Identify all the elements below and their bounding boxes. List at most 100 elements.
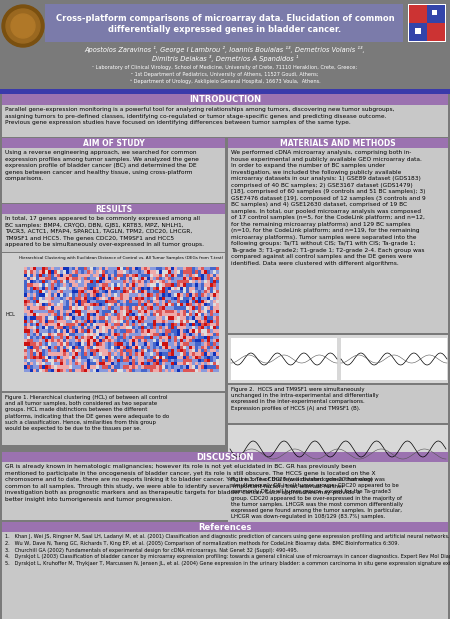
Bar	[57, 303, 60, 306]
Bar	[72, 362, 75, 365]
Bar	[63, 297, 66, 300]
Bar	[171, 313, 174, 316]
Bar	[75, 365, 78, 369]
Bar	[156, 322, 159, 326]
Bar	[123, 336, 126, 339]
Bar	[126, 355, 129, 359]
Bar	[108, 267, 111, 271]
Bar	[93, 326, 96, 329]
Bar	[57, 319, 60, 322]
Bar	[51, 306, 54, 310]
Bar	[81, 284, 84, 287]
Bar	[27, 349, 30, 352]
Bar	[45, 274, 48, 277]
Bar	[102, 342, 105, 346]
Bar	[189, 313, 192, 316]
Bar	[54, 293, 57, 297]
Bar	[129, 284, 132, 287]
Bar	[114, 280, 117, 284]
Bar	[111, 355, 114, 359]
Bar	[210, 339, 213, 342]
Bar	[63, 355, 66, 359]
Bar	[132, 300, 135, 303]
Bar	[123, 284, 126, 287]
Bar	[171, 284, 174, 287]
Bar	[96, 319, 99, 322]
Bar	[189, 267, 192, 271]
Bar	[99, 277, 102, 280]
Bar	[120, 303, 123, 306]
Bar	[186, 297, 189, 300]
Bar	[117, 349, 120, 352]
Bar	[132, 346, 135, 349]
Bar	[183, 349, 186, 352]
Bar	[150, 300, 153, 303]
Bar	[72, 342, 75, 346]
Bar	[195, 297, 198, 300]
Bar	[216, 284, 219, 287]
Bar	[195, 365, 198, 369]
Bar	[27, 365, 30, 369]
Bar	[45, 306, 48, 310]
Bar	[180, 284, 183, 287]
Bar	[66, 287, 69, 290]
Bar	[132, 284, 135, 287]
Bar	[135, 313, 138, 316]
Bar	[138, 316, 141, 319]
Bar	[114, 293, 117, 297]
Bar	[24, 267, 219, 372]
Bar	[192, 349, 195, 352]
Bar	[72, 274, 75, 277]
Bar	[159, 365, 162, 369]
Bar	[117, 284, 120, 287]
Bar	[63, 359, 66, 362]
Bar	[147, 322, 150, 326]
Bar	[39, 306, 42, 310]
Bar	[60, 277, 63, 280]
Bar	[39, 303, 42, 306]
Bar	[135, 284, 138, 287]
Bar	[45, 319, 48, 322]
Bar	[183, 355, 186, 359]
Bar	[114, 316, 117, 319]
Bar	[90, 297, 93, 300]
Bar	[135, 297, 138, 300]
Bar	[123, 329, 126, 332]
Bar	[75, 284, 78, 287]
Bar	[60, 306, 63, 310]
Bar	[72, 306, 75, 310]
Bar	[99, 332, 102, 336]
Bar	[48, 326, 51, 329]
Bar	[99, 359, 102, 362]
Bar	[54, 277, 57, 280]
Bar	[210, 274, 213, 277]
Bar	[51, 310, 54, 313]
Bar	[198, 290, 201, 293]
Bar	[93, 365, 96, 369]
Bar	[96, 271, 99, 274]
Bar	[81, 300, 84, 303]
Bar	[210, 300, 213, 303]
Bar	[99, 369, 102, 372]
Bar	[180, 329, 183, 332]
Bar	[27, 300, 30, 303]
Bar	[54, 300, 57, 303]
Bar	[150, 319, 153, 322]
Bar	[171, 277, 174, 280]
Bar	[96, 349, 99, 352]
Bar	[24, 297, 27, 300]
Bar	[201, 290, 204, 293]
Bar	[120, 274, 123, 277]
Bar	[141, 369, 144, 372]
Bar	[216, 319, 219, 322]
Bar	[75, 339, 78, 342]
Bar	[27, 346, 30, 349]
Bar	[90, 346, 93, 349]
Bar	[204, 303, 207, 306]
Bar	[54, 306, 57, 310]
Bar	[180, 280, 183, 284]
Bar	[165, 287, 168, 290]
Bar	[36, 319, 39, 322]
Bar	[93, 332, 96, 336]
Bar	[93, 284, 96, 287]
